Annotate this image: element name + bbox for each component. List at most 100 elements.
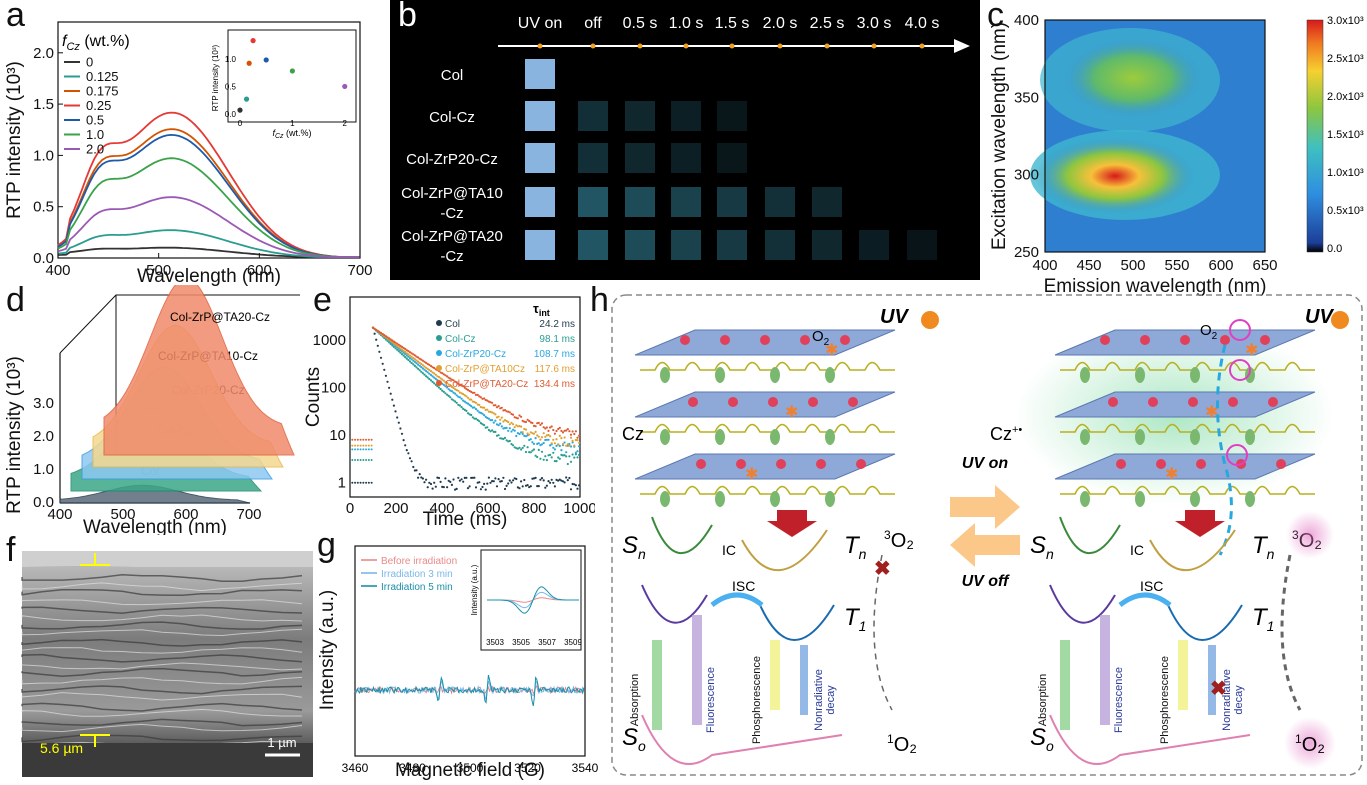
d-xlabel: Wavelength (nm) — [83, 517, 227, 535]
e-point — [399, 351, 402, 354]
e-point — [396, 416, 399, 419]
e-point — [528, 433, 531, 436]
e-point — [375, 328, 378, 331]
e-point — [569, 460, 573, 463]
b-time-marker — [590, 43, 596, 49]
e-point — [434, 373, 437, 376]
e-point — [536, 455, 539, 459]
e-point — [492, 430, 495, 433]
g-xtick-label: 3460 — [342, 761, 369, 775]
b-sample-square — [525, 143, 555, 173]
b-time-label: 3.0 s — [857, 15, 892, 32]
h-flashlight-icon — [1331, 311, 1349, 329]
e-point — [563, 441, 566, 444]
c-xtick-label: 500 — [1120, 257, 1145, 274]
g-inset-xtick: 3505 — [512, 638, 530, 647]
e-point — [481, 412, 484, 415]
h-carbazole — [1245, 491, 1255, 507]
c-colorbar-label: 0.5x10³ — [1327, 205, 1364, 217]
e-point — [450, 390, 453, 393]
e-point — [394, 347, 397, 350]
e-point — [365, 438, 368, 441]
e-point — [394, 410, 397, 413]
e-point — [356, 458, 359, 461]
e-point — [405, 357, 408, 360]
e-point — [378, 350, 381, 353]
e-ytick-label: 10 — [329, 427, 346, 444]
e-legend-tau: 24.2 ms — [539, 319, 575, 330]
e-point — [573, 444, 576, 447]
e-point — [489, 430, 492, 433]
a-inset-point — [342, 83, 348, 90]
b-time-marker — [824, 43, 830, 49]
h-tn-label: Tn — [844, 532, 867, 562]
e-point — [442, 383, 445, 386]
h-oxygen — [1276, 459, 1286, 469]
e-point — [454, 392, 457, 395]
e-ylabel: Counts — [305, 367, 324, 427]
h-carbazole — [770, 367, 780, 383]
e-point — [470, 398, 473, 401]
c-xtick-label: 550 — [1164, 257, 1189, 274]
e-point — [578, 445, 581, 448]
e-point — [521, 446, 524, 449]
f-thickness: 5.6 µm — [40, 740, 83, 756]
e-point — [513, 426, 516, 429]
e-point — [379, 331, 383, 335]
e-point — [434, 377, 437, 380]
e-point — [365, 448, 368, 451]
e-point — [376, 344, 379, 347]
e-point — [505, 426, 508, 429]
e-point — [391, 339, 394, 342]
a-ytick-label: 0.0 — [33, 250, 54, 267]
e-point — [444, 392, 447, 395]
a-ytick-label: 0.5 — [33, 199, 54, 216]
e-point — [421, 359, 424, 362]
h-carbazole — [825, 491, 835, 507]
e-point — [367, 458, 370, 461]
h-star-icon: ✱ — [1245, 342, 1258, 359]
e-point — [494, 413, 497, 416]
g-legend-label: Before irradiation — [381, 556, 457, 567]
g-inset-xtick: 3509 — [564, 638, 582, 647]
e-point — [415, 362, 418, 365]
h-triplet-glow — [1286, 511, 1334, 559]
h-tn-label: Tn — [1252, 532, 1275, 562]
e-point — [452, 391, 455, 394]
e-point — [503, 419, 507, 422]
e-point — [528, 451, 531, 454]
e-point — [449, 480, 452, 483]
e-point — [568, 444, 571, 447]
e-point — [408, 360, 412, 363]
h-sn-label: Sn — [622, 532, 646, 562]
e-point — [463, 400, 466, 403]
h-fluorescence-label: Fluorescence — [1113, 667, 1125, 733]
e-point — [571, 430, 574, 433]
d-xtick-label: 400 — [47, 506, 72, 523]
h-energy-transfer — [1280, 554, 1302, 711]
h-oxygen — [736, 459, 746, 469]
e-point — [532, 442, 536, 445]
a-ytick-label: 1.5 — [33, 96, 54, 113]
e-point — [400, 345, 404, 348]
e-point — [437, 476, 441, 480]
e-point — [428, 368, 431, 372]
e-point — [553, 432, 556, 435]
e-point — [561, 454, 565, 457]
e-point — [420, 366, 423, 369]
e-point — [486, 408, 489, 411]
panel-b: b UV on off 0.5 s 1.0 s 1.5 s 2.0 s 2.5 s 3.0 s… — [390, 0, 980, 280]
h-absorption-label: Absorption — [629, 674, 641, 727]
e-point — [351, 458, 354, 461]
e-point — [524, 420, 528, 424]
h-absorption-arrow — [652, 640, 662, 730]
f-layer — [21, 589, 303, 597]
e-point — [460, 478, 463, 481]
h-absorption-label: Absorption — [1037, 674, 1049, 727]
e-point — [446, 393, 449, 396]
h-carbazole — [1135, 491, 1145, 507]
h-isc-label: ISC — [1140, 578, 1163, 594]
e-point — [518, 487, 521, 490]
e-point — [405, 449, 408, 452]
b-row-label: Col-ZrP@TA20 — [401, 228, 503, 245]
